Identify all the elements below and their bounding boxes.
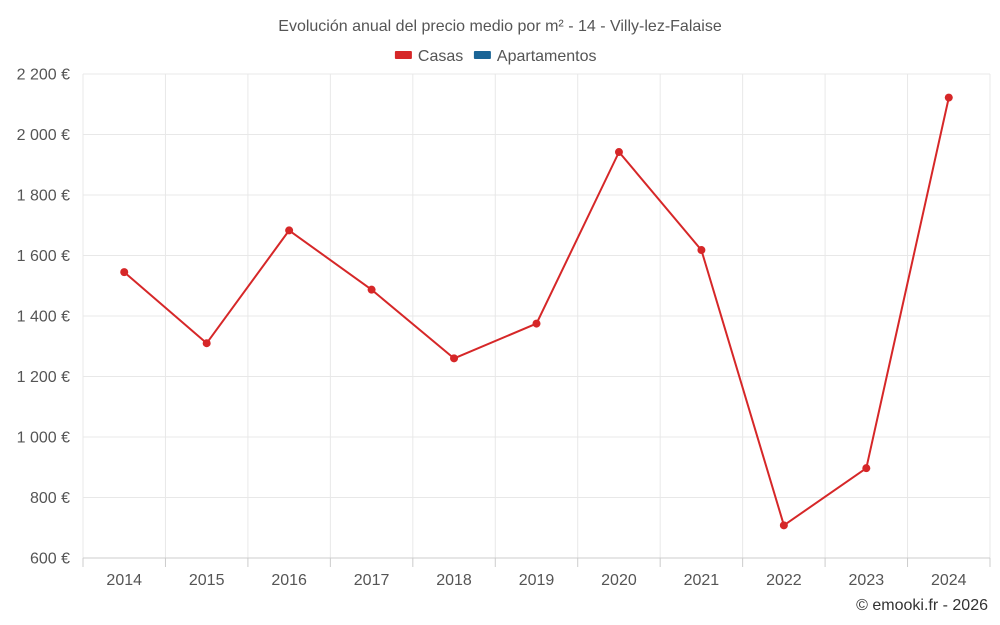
legend-item-label[interactable]: Apartamentos <box>497 48 597 65</box>
x-tick-label: 2021 <box>684 572 720 589</box>
y-tick-label: 2 000 € <box>17 127 70 144</box>
data-point[interactable] <box>779 521 788 530</box>
grid <box>82 73 991 558</box>
y-tick-label: 1 400 € <box>17 309 70 326</box>
x-tick-label: 2016 <box>271 572 307 589</box>
data-point[interactable] <box>697 246 706 255</box>
credit-text: © emooki.fr - 2026 <box>856 597 988 614</box>
data-point[interactable] <box>450 354 459 363</box>
axes: 600 € 800 € 1 000 € 1 200 € 1 400 € 1 600 € 1 … <box>17 67 991 589</box>
data-point[interactable] <box>120 268 129 277</box>
legend: Casas Apartamentos <box>394 48 597 65</box>
data-point[interactable] <box>202 339 211 348</box>
x-tick-label: 2023 <box>849 572 885 589</box>
x-tick-label: 2022 <box>766 572 802 589</box>
data-point[interactable] <box>285 226 294 235</box>
legend-swatch <box>394 51 412 59</box>
x-tick-label: 2014 <box>106 572 142 589</box>
series-layer <box>120 93 953 530</box>
y-tick-label: 1 800 € <box>17 188 70 205</box>
y-tick-label: 1 200 € <box>17 369 70 386</box>
data-point[interactable] <box>862 464 871 473</box>
x-tick-label: 2024 <box>931 572 967 589</box>
y-tick-label: 1 000 € <box>17 430 70 447</box>
y-tick-label: 1 600 € <box>17 248 70 265</box>
data-point[interactable] <box>614 148 623 157</box>
data-point[interactable] <box>532 319 541 328</box>
legend-item-label[interactable]: Casas <box>418 48 463 65</box>
x-tick-label: 2019 <box>519 572 555 589</box>
x-tick-label: 2020 <box>601 572 637 589</box>
chart-title: Evolución anual del precio medio por m² … <box>278 18 722 35</box>
data-point[interactable] <box>367 285 376 294</box>
y-tick-label: 600 € <box>30 551 70 568</box>
legend-swatch <box>473 51 491 59</box>
x-tick-label: 2015 <box>189 572 225 589</box>
data-point[interactable] <box>944 93 953 102</box>
x-tick-label: 2018 <box>436 572 472 589</box>
y-tick-label: 2 200 € <box>17 67 70 84</box>
y-tick-label: 800 € <box>30 490 70 507</box>
x-tick-label: 2017 <box>354 572 390 589</box>
